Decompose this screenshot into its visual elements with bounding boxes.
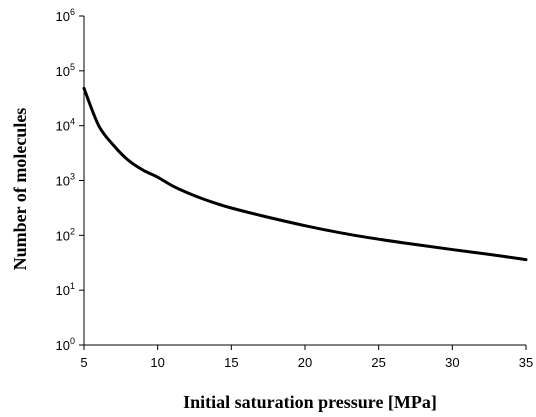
y-tick-exponent: 5 <box>70 62 75 72</box>
y-tick-base: 10 <box>56 64 70 79</box>
x-tick-label: 15 <box>224 355 238 370</box>
y-tick-label: 101 <box>56 281 75 298</box>
y-tick-label: 100 <box>56 336 75 353</box>
x-tick-label: 10 <box>150 355 164 370</box>
y-tick-base: 10 <box>56 338 70 353</box>
y-tick-label: 104 <box>56 117 75 134</box>
y-tick-label: 102 <box>56 226 75 243</box>
y-tick-exponent: 2 <box>70 226 75 236</box>
x-tick-label: 20 <box>298 355 312 370</box>
y-tick-exponent: 1 <box>70 281 75 291</box>
x-axis-ticks: 5 10 15 20 25 30 35 <box>80 345 533 370</box>
x-tick-label: 25 <box>371 355 385 370</box>
y-tick-base: 10 <box>56 174 70 189</box>
y-tick-exponent: 4 <box>70 117 75 127</box>
series-layer <box>82 86 528 262</box>
series-line <box>82 86 528 262</box>
y-tick-label: 106 <box>56 7 75 24</box>
y-tick-exponent: 6 <box>70 7 75 17</box>
y-tick-base: 10 <box>56 228 70 243</box>
y-tick-exponent: 3 <box>70 172 75 182</box>
x-tick-label: 35 <box>519 355 533 370</box>
y-tick-base: 10 <box>56 9 70 24</box>
x-tick-label: 30 <box>445 355 459 370</box>
y-tick-base: 10 <box>56 119 70 134</box>
x-axis-title: Initial saturation pressure [MPa] <box>183 392 437 412</box>
y-tick-label: 103 <box>56 172 75 189</box>
y-tick-label: 105 <box>56 62 75 79</box>
y-axis-title: Number of molecules <box>10 108 30 271</box>
y-tick-base: 10 <box>56 283 70 298</box>
plot-frame <box>83 16 526 346</box>
y-tick-exponent: 0 <box>70 336 75 346</box>
x-tick-label: 5 <box>80 355 87 370</box>
